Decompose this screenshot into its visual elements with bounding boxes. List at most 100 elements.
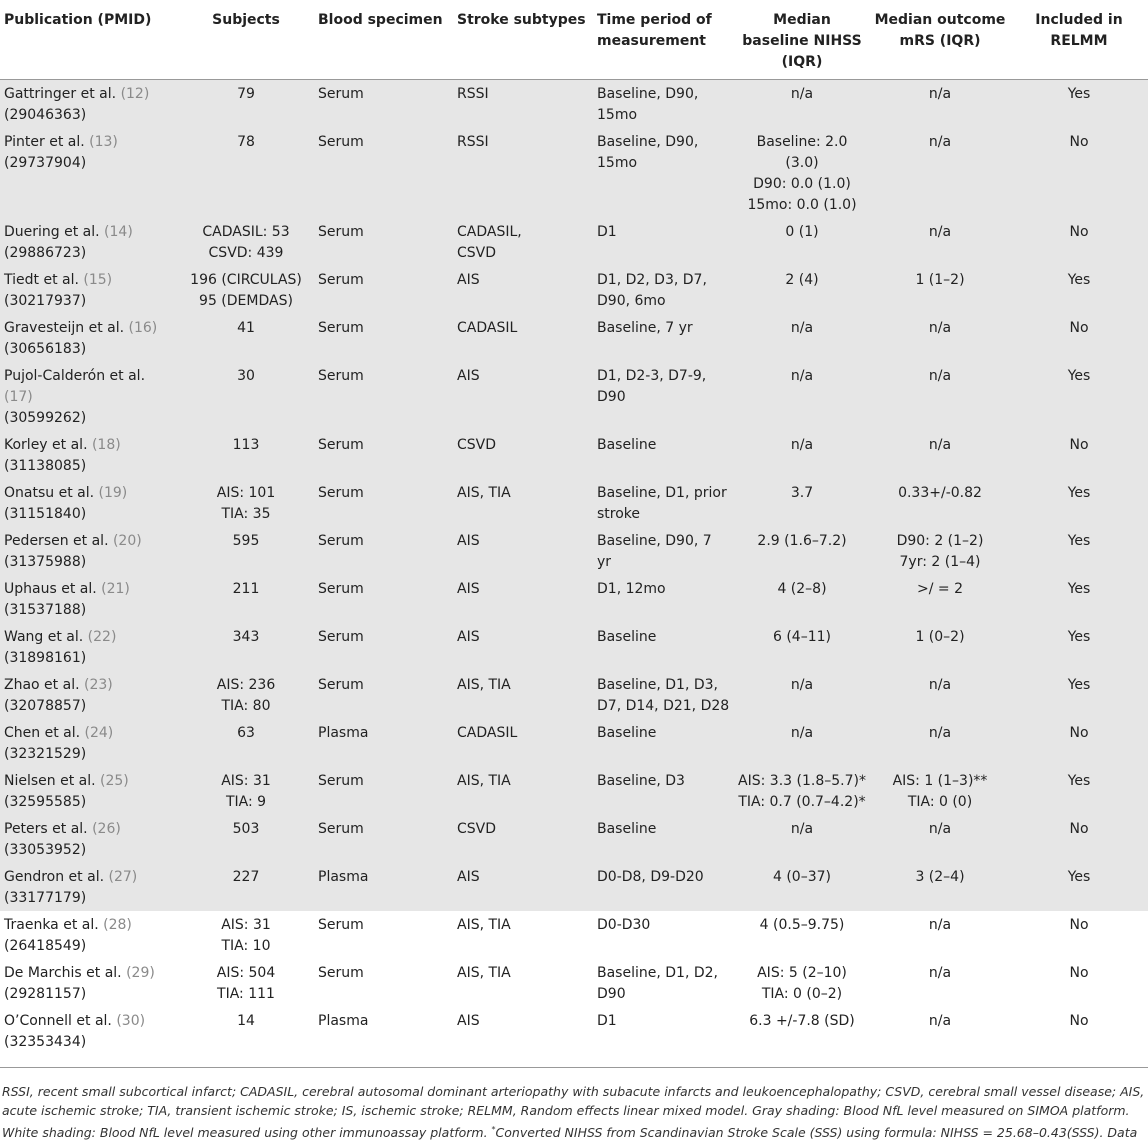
- table-cell: 6 (4–11): [734, 623, 870, 671]
- table-cell: AIS: [453, 266, 593, 314]
- table-cell: Baseline, D1, D2, D90: [597, 965, 718, 1002]
- table-cell: AIS: 31 TIA: 10: [221, 917, 271, 954]
- table-cell: Serum: [314, 79, 453, 128]
- table-row: Traenka et al. (28) (26418549) AIS: 31 TIA…: [0, 911, 1148, 959]
- publication-cell: De Marchis et al. (29) (29281157): [0, 959, 178, 1007]
- table-cell: n/a: [870, 128, 1010, 218]
- publication-cell: Chen et al. (24) (32321529): [0, 719, 178, 767]
- table-cell: RSSI: [453, 79, 593, 128]
- table-cell: 2 (4): [734, 266, 870, 314]
- pmid: (32595585): [4, 794, 87, 810]
- header-cell: Blood specimen: [314, 0, 453, 80]
- pmid: (33053952): [4, 842, 87, 858]
- table-cell: n/a: [734, 314, 870, 362]
- table-row: Gattringer et al. (12) (29046363) 79 Serum R…: [0, 79, 1148, 128]
- author: Traenka et al.: [4, 917, 99, 933]
- table-cell: 1 (0–2): [870, 623, 1010, 671]
- table-cell: n/a: [870, 719, 1010, 767]
- pmid: (32321529): [4, 746, 87, 762]
- table-row: Onatsu et al. (19) (31151840) AIS: 101 TIA…: [0, 479, 1148, 527]
- publication-cell: O’Connell et al. (30) (32353434): [0, 1007, 178, 1055]
- table-cell: No: [1010, 431, 1148, 479]
- table-cell: Serum: [314, 671, 453, 719]
- author: Pinter et al.: [4, 134, 85, 150]
- table-cell: Serum: [318, 917, 364, 933]
- table-cell: RSSI: [453, 128, 593, 218]
- table-cell: D1: [597, 1013, 617, 1029]
- table-cell: D1, 12mo: [593, 575, 734, 623]
- table-cell: No: [1069, 917, 1089, 933]
- pmid: (30217937): [4, 293, 87, 309]
- header-cell: Time period of measurement: [593, 0, 734, 80]
- table-cell: n/a: [928, 965, 952, 981]
- table-row: Wang et al. (22) (31898161) 343 Serum AIS Bas…: [0, 623, 1148, 671]
- table-cell: D1, D2, D3, D7, D90, 6mo: [593, 266, 734, 314]
- footnote: RSSI, recent small subcortical infarct; …: [0, 1067, 1148, 1147]
- table-cell: n/a: [734, 719, 870, 767]
- table-cell: 595: [178, 527, 314, 575]
- footnote-text: Converted NIHSS from Scandinavian Stroke…: [495, 1125, 1138, 1141]
- reference: (25): [100, 773, 129, 789]
- author: Peters et al.: [4, 821, 88, 837]
- table-cell: Yes: [1010, 266, 1148, 314]
- table-cell: D0-D8, D9-D20: [593, 863, 734, 911]
- table-cell: AIS: 3.3 (1.8–5.7)* TIA: 0.7 (0.7–4.2)*: [734, 767, 870, 815]
- table-cell: No: [1010, 719, 1148, 767]
- table-cell: 343: [178, 623, 314, 671]
- table-cell: Baseline, D3: [593, 767, 734, 815]
- table-cell: Baseline, D90, 15mo: [593, 128, 734, 218]
- table-cell: 63: [178, 719, 314, 767]
- table-cell: D0-D30: [597, 917, 651, 933]
- publication-cell: Tiedt et al. (15) (30217937): [0, 266, 178, 314]
- table-cell: No: [1069, 1013, 1089, 1029]
- table-cell: Yes: [1010, 479, 1148, 527]
- pmid: (31375988): [4, 554, 87, 570]
- publication-cell: Gattringer et al. (12) (29046363): [0, 79, 178, 128]
- reference: (21): [101, 581, 130, 597]
- table-row: Zhao et al. (23) (32078857) AIS: 236 TIA: …: [0, 671, 1148, 719]
- table-cell: Baseline, D90, 7 yr: [593, 527, 734, 575]
- table-cell: 113: [178, 431, 314, 479]
- table-body: Gattringer et al. (12) (29046363) 79 Serum R…: [0, 79, 1148, 1056]
- table-cell: Serum: [314, 362, 453, 431]
- reference: (28): [103, 917, 132, 933]
- author: Gattringer et al.: [4, 86, 117, 102]
- reference: (30): [116, 1013, 146, 1029]
- table-cell: n/a: [870, 218, 1010, 266]
- table-cell: AIS: [453, 527, 593, 575]
- author: Pedersen et al.: [4, 533, 109, 549]
- table-cell: Serum: [314, 314, 453, 362]
- reference: (12): [120, 86, 150, 102]
- pmid: (30656183): [4, 341, 87, 357]
- table-cell: Serum: [318, 965, 364, 981]
- table-cell: No: [1069, 965, 1089, 981]
- table-row: Korley et al. (18) (31138085) 113 Serum CSVD…: [0, 431, 1148, 479]
- table-cell: AIS: 504 TIA: 111: [216, 965, 276, 1002]
- table-cell: n/a: [870, 314, 1010, 362]
- table-cell: 0.33+/-0.82: [870, 479, 1010, 527]
- author: Duering et al.: [4, 224, 100, 240]
- table-cell: Serum: [314, 527, 453, 575]
- publication-cell: Pujol-Calderón et al. (17) (30599262): [0, 362, 178, 431]
- table-cell: No: [1010, 815, 1148, 863]
- pmid: (32078857): [4, 698, 87, 714]
- table-cell: 0 (1): [734, 218, 870, 266]
- table-row: Pedersen et al. (20) (31375988) 595 Serum AI…: [0, 527, 1148, 575]
- table-cell: Serum: [314, 767, 453, 815]
- table-cell: AIS: 31 TIA: 9: [178, 767, 314, 815]
- table-cell: 227: [178, 863, 314, 911]
- publication-cell: Nielsen et al. (25) (32595585): [0, 767, 178, 815]
- pmid: (29886723): [4, 245, 87, 261]
- table-cell: n/a: [734, 671, 870, 719]
- publication-cell: Korley et al. (18) (31138085): [0, 431, 178, 479]
- table-cell: n/a: [734, 431, 870, 479]
- table-cell: 41: [178, 314, 314, 362]
- header-row: Publication (PMID) Subjects Blood specimen…: [0, 0, 1148, 80]
- table-cell: Yes: [1010, 767, 1148, 815]
- table-row: Uphaus et al. (21) (31537188) 211 Serum AIS D…: [0, 575, 1148, 623]
- author: De Marchis et al.: [4, 965, 122, 981]
- author: Gendron et al.: [4, 869, 105, 885]
- publication-cell: Peters et al. (26) (33053952): [0, 815, 178, 863]
- table-cell: Plasma: [314, 719, 453, 767]
- table-cell: AIS: 1 (1–3)** TIA: 0 (0): [870, 767, 1010, 815]
